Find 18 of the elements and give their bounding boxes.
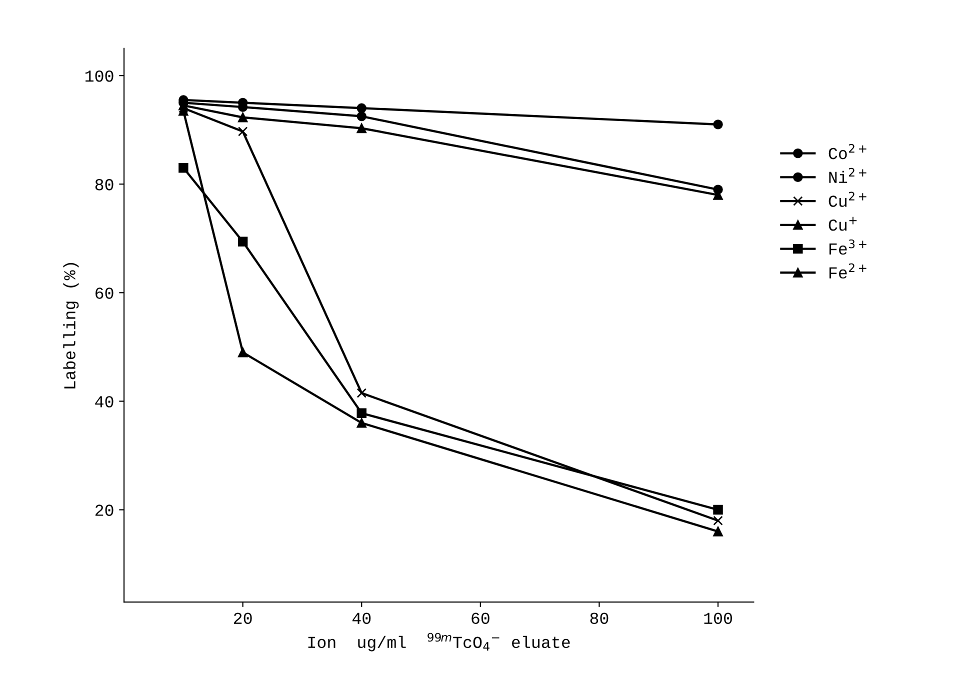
legend-label: Ni$^{2+}$ bbox=[829, 168, 866, 183]
y-tick-label: 80 bbox=[95, 179, 114, 190]
x-tick-label: 20 bbox=[234, 612, 252, 624]
x-tick-label: 100 bbox=[704, 612, 732, 624]
legend-label: Cu$^{+}$ bbox=[828, 216, 857, 231]
legend-label: Cu$^{2+}$ bbox=[828, 192, 866, 207]
y-tick-label: 40 bbox=[95, 396, 114, 408]
y-axis-title: Labelling (%) bbox=[63, 263, 79, 388]
x-tick-label: 60 bbox=[472, 612, 490, 624]
y-tick-label: 100 bbox=[85, 70, 114, 82]
x-tick-label: 80 bbox=[590, 612, 608, 624]
legend-label: Fe$^{2+}$ bbox=[829, 263, 866, 279]
y-tick-label: 20 bbox=[95, 504, 114, 516]
legend-label: Co$^{2+}$ bbox=[828, 144, 866, 160]
y-tick-label: 60 bbox=[96, 288, 114, 299]
legend-label: Fe$^{3+}$ bbox=[829, 239, 866, 255]
x-tick-label: 40 bbox=[352, 612, 371, 624]
text: Ion ug/ml $^{99m}$TcO$_{4}$$^{−}$ eluate bbox=[308, 632, 570, 652]
